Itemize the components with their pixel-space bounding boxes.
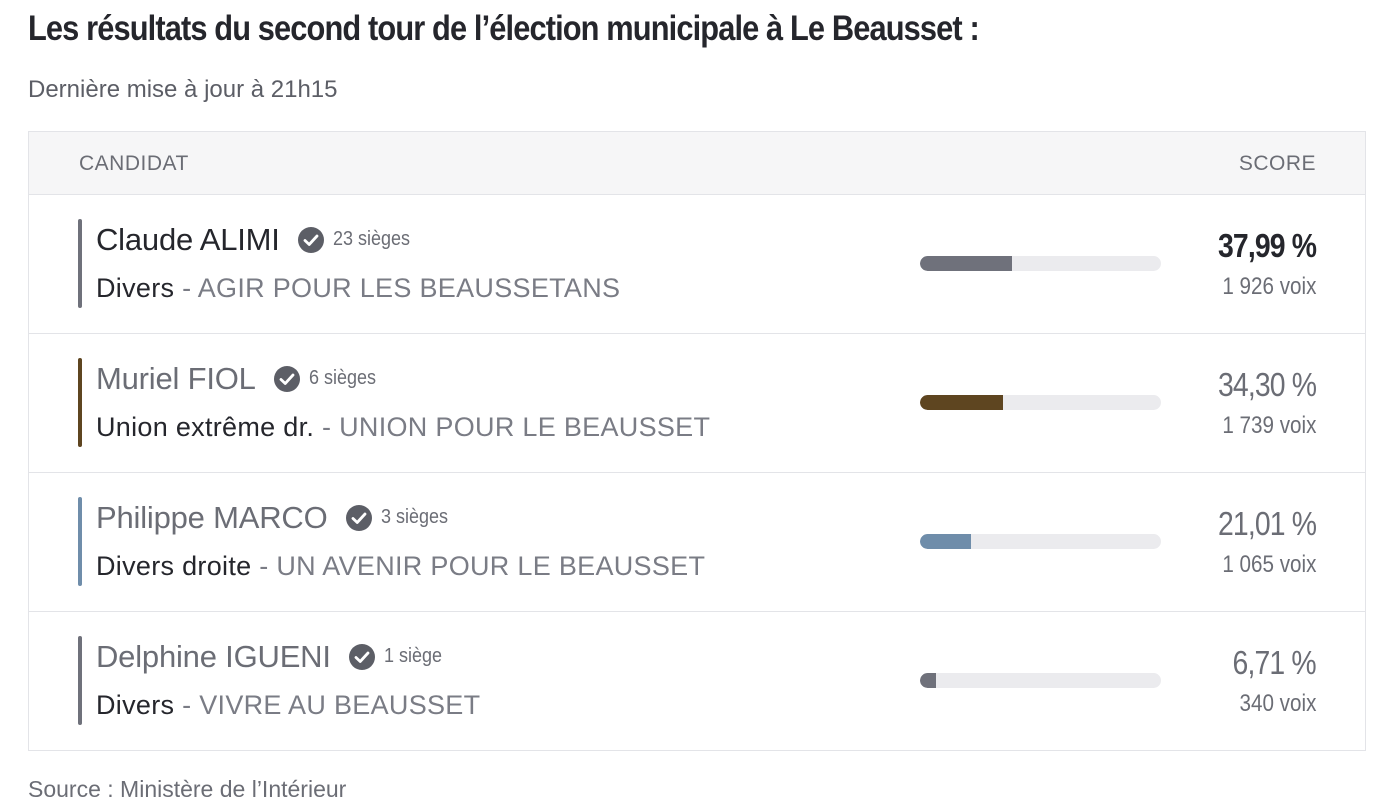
elected-check-icon bbox=[273, 365, 301, 393]
score-percentage: 34,30 % bbox=[1217, 366, 1317, 403]
score-percentage: 6,71 % bbox=[1232, 644, 1317, 681]
results-table: CANDIDAT SCORE Claude ALIMI 23 sièges Di… bbox=[28, 131, 1366, 751]
list-name: UNION POUR LE BEAUSSET bbox=[339, 412, 711, 442]
score-bar-fill bbox=[920, 534, 971, 549]
score-bar-track bbox=[920, 256, 1161, 271]
table-header: CANDIDAT SCORE bbox=[29, 132, 1365, 195]
candidate-color-bar bbox=[78, 358, 82, 447]
elected-check-icon bbox=[345, 504, 373, 532]
score-percentage: 21,01 % bbox=[1217, 505, 1317, 542]
candidate-row: Philippe MARCO 3 sièges Divers droite - … bbox=[29, 473, 1365, 612]
elected-check-icon bbox=[297, 226, 325, 254]
score-bar-fill bbox=[920, 673, 937, 688]
candidate-color-bar bbox=[78, 219, 82, 308]
candidate-row: Muriel FIOL 6 sièges Union extrême dr. -… bbox=[29, 334, 1365, 473]
seats-count: 23 sièges bbox=[332, 228, 410, 250]
candidate-color-bar bbox=[78, 636, 82, 725]
candidate-row: Delphine IGUENI 1 siège Divers - VIVRE A… bbox=[29, 612, 1365, 751]
vote-count: 1 926 voix bbox=[1221, 273, 1316, 300]
seats-count: 3 sièges bbox=[380, 506, 448, 528]
score-bar-track bbox=[920, 534, 1161, 549]
list-name: UN AVENIR POUR LE BEAUSSET bbox=[276, 551, 706, 581]
score-bar-track bbox=[920, 673, 1161, 688]
candidate-row: Claude ALIMI 23 sièges Divers - AGIR POU… bbox=[29, 195, 1365, 334]
score-bar-track bbox=[920, 395, 1161, 410]
party-separator: - bbox=[174, 690, 200, 720]
vote-count: 1 739 voix bbox=[1221, 412, 1316, 439]
seats-count: 1 siège bbox=[383, 645, 442, 667]
political-nuance: Divers bbox=[96, 273, 175, 303]
candidate-name: Muriel FIOL bbox=[96, 361, 256, 396]
party-separator: - bbox=[251, 551, 277, 581]
source-note: Source : Ministère de l’Intérieur bbox=[28, 776, 347, 800]
elected-check-icon bbox=[348, 643, 376, 671]
vote-count: 1 065 voix bbox=[1221, 551, 1316, 578]
political-nuance: Divers bbox=[96, 690, 175, 720]
political-nuance: Divers droite bbox=[96, 551, 252, 581]
score-bar-fill bbox=[920, 256, 1012, 271]
candidate-name: Claude ALIMI bbox=[96, 222, 280, 257]
page-title: Les résultats du second tour de l’électi… bbox=[28, 9, 980, 48]
score-bar-fill bbox=[920, 395, 1003, 410]
list-name: AGIR POUR LES BEAUSSETANS bbox=[197, 273, 621, 303]
column-header-score: SCORE bbox=[1238, 152, 1316, 175]
seats-count: 6 sièges bbox=[308, 367, 376, 389]
score-percentage: 37,99 % bbox=[1217, 227, 1317, 264]
party-separator: - bbox=[314, 412, 340, 442]
candidate-name: Delphine IGUENI bbox=[96, 639, 331, 674]
political-nuance: Union extrême dr. bbox=[96, 412, 315, 442]
candidate-color-bar bbox=[78, 497, 82, 586]
list-name: VIVRE AU BEAUSSET bbox=[199, 690, 481, 720]
last-update-text: Dernière mise à jour à 21h15 bbox=[28, 76, 338, 103]
candidate-name: Philippe MARCO bbox=[96, 500, 328, 535]
party-separator: - bbox=[174, 273, 198, 303]
vote-count: 340 voix bbox=[1239, 690, 1316, 717]
column-header-candidat: CANDIDAT bbox=[79, 152, 189, 175]
